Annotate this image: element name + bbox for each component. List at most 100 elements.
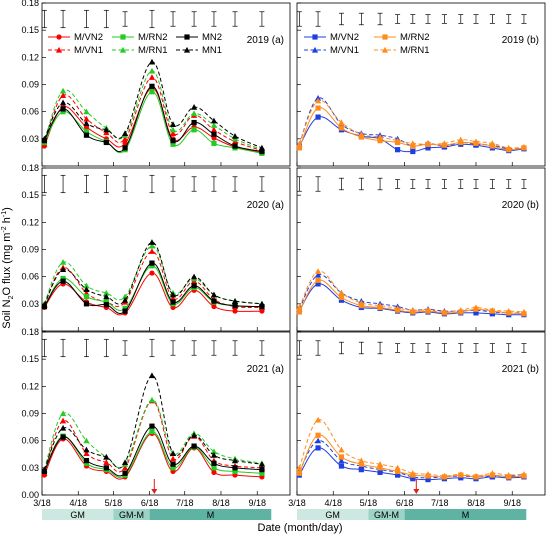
legend-label: MN2	[202, 32, 222, 43]
error-bar	[506, 179, 512, 189]
error-bar	[83, 174, 89, 194]
data-point	[424, 307, 432, 313]
data-point	[441, 472, 448, 479]
error-bar	[473, 343, 479, 353]
data-point	[103, 465, 109, 471]
error-bar	[410, 14, 416, 24]
error-bar	[170, 340, 176, 356]
legend-item: M/VN2	[304, 32, 359, 43]
stage-bars: GM GM-M M GM GM-M M	[42, 509, 527, 520]
error-bar	[103, 338, 109, 358]
error-bar	[473, 14, 479, 24]
legend-label: M/VN2	[330, 32, 359, 43]
stage-label: GM-M	[374, 510, 399, 520]
stage-label: GM	[325, 510, 340, 520]
series-mn1	[41, 58, 266, 151]
data-point	[190, 110, 198, 117]
data-point	[441, 140, 448, 146]
data-point	[338, 454, 345, 460]
error-bar	[441, 343, 447, 353]
data-point	[315, 432, 321, 438]
series-line	[298, 434, 524, 478]
error-bar	[232, 176, 238, 192]
data-point	[410, 143, 416, 149]
data-point	[60, 434, 66, 440]
error-bar	[506, 14, 512, 24]
data-point	[83, 293, 90, 300]
error-bar	[41, 338, 47, 358]
data-point	[148, 74, 156, 80]
error-bar	[232, 11, 238, 27]
data-point	[232, 465, 238, 471]
data-point	[83, 115, 90, 122]
data-point	[103, 302, 109, 308]
x-axis-label: Date (month/day)	[258, 522, 343, 534]
error-bar	[410, 343, 416, 353]
error-bar	[122, 340, 128, 356]
data-point	[338, 457, 345, 464]
panel-frame	[296, 167, 546, 332]
data-point	[382, 34, 388, 40]
panel-2019b: 2019 (b)	[296, 2, 546, 167]
error-bar	[489, 179, 495, 189]
data-point	[59, 424, 67, 431]
y-tick-label: 0.18	[21, 0, 39, 8]
error-bar	[506, 343, 512, 353]
panel-frame	[41, 2, 291, 167]
series-line	[43, 70, 263, 151]
data-point	[472, 138, 480, 145]
y-tick-label: 0.12	[21, 52, 39, 62]
data-point	[190, 273, 198, 280]
error-bar	[170, 11, 176, 27]
data-point	[119, 46, 127, 53]
data-point	[314, 271, 322, 278]
error-bar	[60, 338, 66, 358]
series-m-vn2	[41, 430, 265, 480]
stage-label: GM	[70, 510, 85, 520]
legend-item: M/RN2	[112, 32, 168, 43]
series-line	[43, 85, 263, 153]
y-tick-label: 0.06	[21, 272, 39, 282]
data-point	[103, 293, 110, 300]
data-point	[489, 140, 496, 146]
data-point	[314, 437, 322, 444]
data-point	[190, 104, 198, 110]
panel-2020a: 0.03 0.06 0.09 0.12 0.15 0.18 2020 (a)	[21, 163, 291, 332]
data-point	[409, 470, 416, 476]
panel-2019a: 0.03 0.06 0.09 0.12 0.15 0.18 2019 (a)	[21, 0, 291, 167]
panel-label: 2020 (b)	[502, 200, 539, 211]
y-axis-label-part: )	[1, 207, 13, 211]
data-point	[169, 121, 177, 127]
data-point	[103, 126, 110, 133]
legend-item: M/RN1	[374, 45, 430, 56]
legend-label: M/RN2	[400, 32, 430, 43]
data-point	[83, 286, 90, 292]
data-point	[121, 130, 129, 136]
data-point	[338, 289, 345, 296]
data-point	[457, 136, 464, 143]
series-line	[298, 270, 524, 313]
data-point	[169, 130, 177, 136]
x-tick-label: 9/18	[503, 498, 521, 508]
data-point	[122, 140, 128, 146]
error-bar	[60, 174, 66, 194]
data-point	[232, 308, 238, 314]
error-bar	[395, 343, 401, 353]
error-bar	[338, 12, 344, 26]
data-point	[170, 138, 176, 144]
panel-frame	[296, 2, 546, 167]
error-bar	[149, 9, 155, 29]
data-point	[259, 470, 265, 476]
data-point	[231, 457, 239, 464]
data-point	[122, 305, 128, 311]
data-point	[358, 461, 364, 467]
data-point	[170, 461, 176, 467]
data-point	[395, 147, 401, 153]
data-point	[441, 308, 448, 315]
series-mn1	[41, 372, 266, 473]
data-point	[376, 302, 384, 309]
data-point	[121, 135, 129, 142]
data-point	[358, 131, 365, 137]
error-bar	[338, 177, 344, 191]
data-point	[211, 465, 217, 471]
